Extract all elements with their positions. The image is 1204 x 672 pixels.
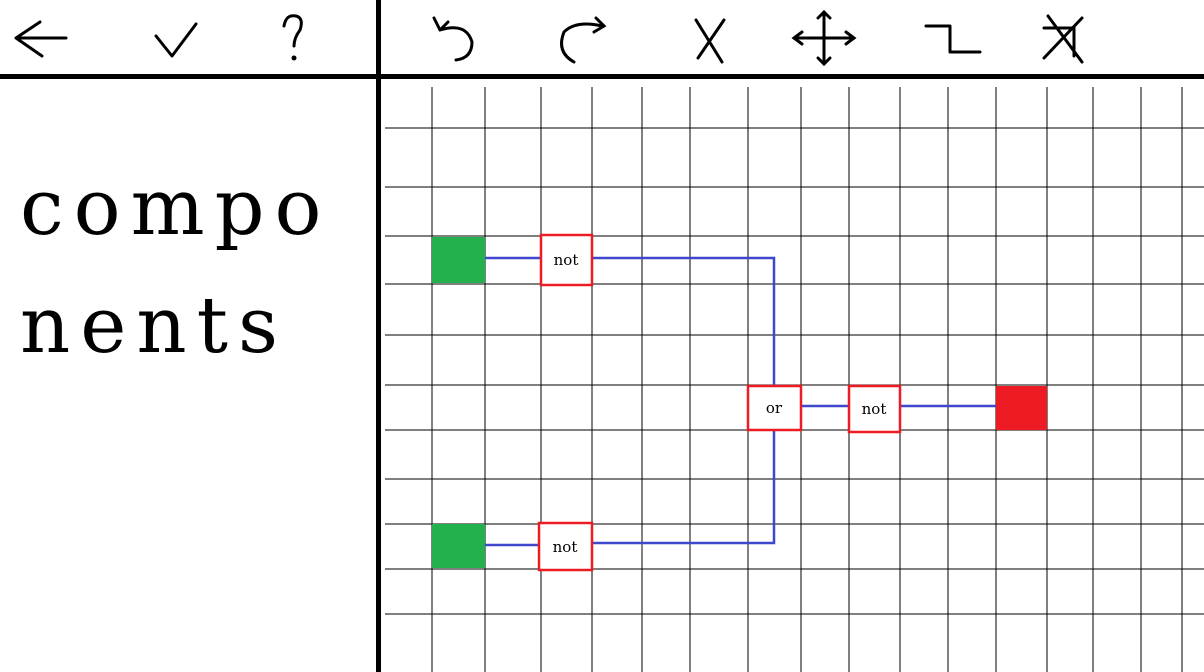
wire[interactable] xyxy=(592,430,776,545)
help-button[interactable] xyxy=(254,0,330,76)
undo-icon xyxy=(432,16,474,62)
input-switch[interactable] xyxy=(432,237,485,283)
redo-button[interactable] xyxy=(542,0,618,76)
grid xyxy=(385,87,1204,672)
wires xyxy=(485,256,996,547)
components-sidebar: components xyxy=(0,79,376,672)
delete-wire-icon xyxy=(1042,14,1084,64)
vertical-divider xyxy=(376,0,381,672)
wire-button[interactable] xyxy=(912,0,988,76)
gate-label: or xyxy=(766,399,783,417)
wire[interactable] xyxy=(592,256,776,386)
gate-not[interactable]: not xyxy=(537,521,594,572)
redo-icon xyxy=(560,16,607,64)
edit-toolbar xyxy=(382,0,1204,76)
back-arrow-icon xyxy=(14,20,68,58)
delete-wire-button[interactable] xyxy=(1022,0,1098,76)
question-mark-icon xyxy=(282,14,303,61)
undo-button[interactable] xyxy=(412,0,488,76)
circuit-diagram[interactable]: not not or not xyxy=(381,79,1204,672)
gate-label: not xyxy=(553,538,578,556)
delete-button[interactable] xyxy=(672,0,748,76)
back-button[interactable] xyxy=(2,0,78,76)
gate-not[interactable]: not xyxy=(847,384,902,434)
checkmark-icon xyxy=(154,22,198,58)
circuit-canvas[interactable]: not not or not xyxy=(381,79,1204,672)
input-switch[interactable] xyxy=(432,524,485,568)
gate-label: not xyxy=(554,251,579,269)
move-arrows-icon xyxy=(791,9,857,67)
gate-or[interactable]: or xyxy=(746,384,803,432)
move-button[interactable] xyxy=(786,0,862,76)
horizontal-divider xyxy=(0,74,1204,79)
gate-label: not xyxy=(862,400,887,418)
gate-not[interactable]: not xyxy=(539,233,594,287)
wire-icon xyxy=(924,24,982,54)
confirm-button[interactable] xyxy=(136,0,212,76)
sidebar-title: components xyxy=(20,163,332,371)
delete-x-icon xyxy=(694,18,726,64)
output-lamp[interactable] xyxy=(996,386,1047,430)
nav-toolbar xyxy=(0,0,378,76)
